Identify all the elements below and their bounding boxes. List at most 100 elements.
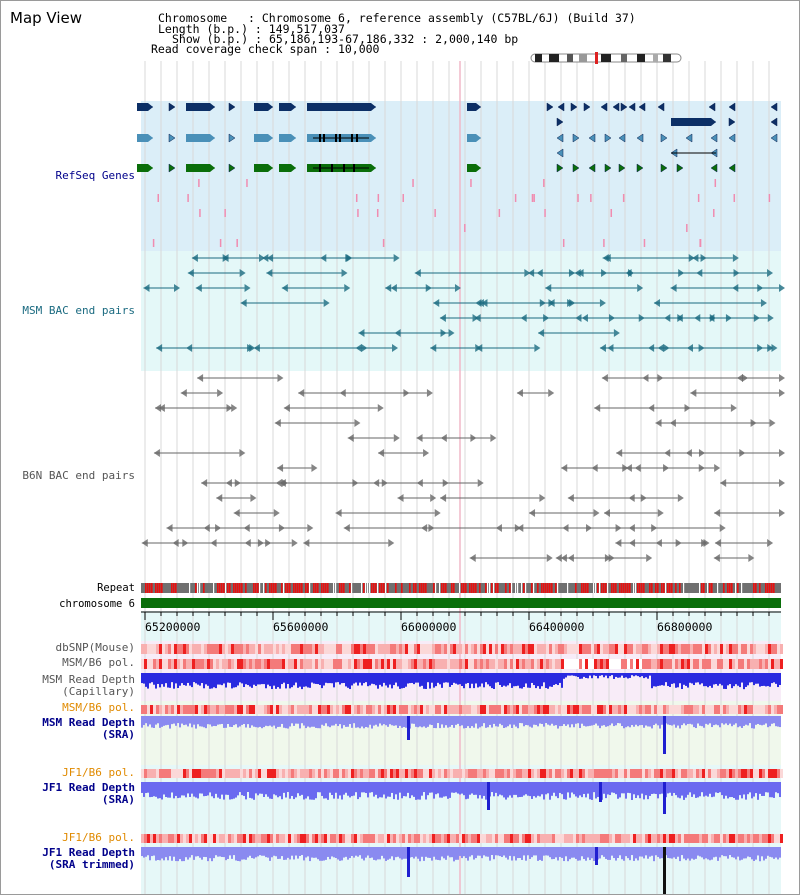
polymorphism-cell xyxy=(306,644,309,654)
depth-bar xyxy=(525,847,527,861)
depth-bar xyxy=(317,716,319,729)
ideogram-band xyxy=(637,54,645,62)
depth-bar xyxy=(459,782,461,795)
polymorphism-cell xyxy=(378,659,381,669)
polymorphism-cell xyxy=(252,769,255,778)
depth-bar xyxy=(557,782,559,799)
depth-bar xyxy=(145,673,147,687)
polymorphism-cell xyxy=(459,769,462,778)
depth-bar xyxy=(361,716,363,727)
polymorphism-cell xyxy=(405,834,408,843)
polymorphism-cell xyxy=(144,834,147,843)
depth-bar xyxy=(219,782,221,799)
b6n-bac-track[interactable] xyxy=(141,374,785,562)
depth-bar xyxy=(687,716,689,724)
polymorphism-cell xyxy=(261,644,264,654)
polymorphism-cell xyxy=(741,769,744,778)
polymorphism-cell xyxy=(264,705,267,714)
polymorphism-cell xyxy=(147,705,150,714)
depth-bar xyxy=(155,673,157,689)
polymorphism-cell xyxy=(774,834,777,843)
polymorphism-cell xyxy=(381,659,384,669)
depth-bar xyxy=(671,847,673,859)
repeat-element xyxy=(219,583,221,593)
polymorphism-cell xyxy=(273,834,276,843)
depth-bar xyxy=(245,847,247,860)
depth-bar xyxy=(625,847,627,857)
depth-bar xyxy=(223,847,225,858)
depth-bar xyxy=(549,847,551,858)
depth-bar xyxy=(689,716,691,724)
polymorphism-cell xyxy=(612,644,615,654)
polymorphism-cell xyxy=(570,659,573,669)
depth-bar xyxy=(729,782,731,798)
repeat-element xyxy=(363,583,365,593)
depth-bar xyxy=(567,673,569,676)
polymorphism-cell xyxy=(576,659,579,669)
depth-bar xyxy=(701,673,703,684)
polymorphism-cell xyxy=(426,834,429,843)
polymorphism-cell xyxy=(309,659,312,669)
depth-bar xyxy=(641,716,643,726)
depth-bar xyxy=(201,716,203,727)
depth-bar xyxy=(203,847,205,857)
polymorphism-cell xyxy=(288,705,291,714)
depth-bar xyxy=(425,847,427,857)
msm-bac-track[interactable] xyxy=(143,254,785,352)
depth-bar xyxy=(525,782,527,795)
depth-bar xyxy=(263,782,265,798)
depth-bar xyxy=(363,782,365,793)
polymorphism-cell xyxy=(177,705,180,714)
refseq-genes-track[interactable] xyxy=(137,102,778,247)
polymorphism-cell xyxy=(651,834,654,843)
polymorphism-cell xyxy=(195,659,198,669)
depth-bar xyxy=(157,782,159,799)
depth-bar xyxy=(523,716,525,727)
polymorphism-cell xyxy=(573,834,576,843)
depth-bar xyxy=(659,716,661,729)
polymorphism-cell xyxy=(630,659,633,669)
chromosome-ideogram[interactable] xyxy=(530,52,682,64)
polymorphism-cell xyxy=(360,705,363,714)
length-info: Length (b.p.) : 149,517,037 xyxy=(158,23,345,35)
polymorphism-cell xyxy=(771,659,774,669)
polymorphism-cell xyxy=(561,644,564,654)
gene-strand-arrow xyxy=(476,164,481,172)
depth-bar xyxy=(173,716,175,724)
b6n-bac-end-left xyxy=(594,404,601,412)
depth-bar xyxy=(497,847,499,856)
polymorphism-cell xyxy=(744,644,747,654)
depth-bar xyxy=(209,716,211,725)
depth-bar xyxy=(361,782,363,793)
depth-bar xyxy=(531,716,533,728)
depth-bar xyxy=(413,782,415,797)
depth-bar xyxy=(297,847,299,859)
depth-bar xyxy=(327,716,329,727)
b6n-bac-end-left xyxy=(648,404,655,412)
depth-bar xyxy=(225,673,227,688)
polymorphism-cell xyxy=(462,834,465,843)
polymorphism-cell xyxy=(630,705,633,714)
polymorphism-cell xyxy=(498,705,501,714)
depth-bar xyxy=(749,782,751,793)
polymorphism-cell xyxy=(336,834,339,843)
depth-bar xyxy=(467,847,469,861)
polymorphism-cell xyxy=(540,834,543,843)
depth-bar xyxy=(151,673,153,683)
depth-bar xyxy=(667,673,669,687)
strand-arrowhead xyxy=(572,163,580,173)
polymorphism-cell xyxy=(489,834,492,843)
depth-bar xyxy=(501,782,503,796)
depth-bar xyxy=(703,782,705,797)
polymorphism-cell xyxy=(237,705,240,714)
polymorphism-cell xyxy=(690,769,693,778)
polymorphism-cell xyxy=(189,834,192,843)
polymorphism-cell xyxy=(336,644,339,654)
chromosome-bar[interactable] xyxy=(141,598,781,608)
polymorphism-cell xyxy=(558,769,561,778)
polymorphism-cell xyxy=(747,705,750,714)
depth-bar xyxy=(203,782,205,797)
polymorphism-cell xyxy=(492,644,495,654)
depth-bar xyxy=(501,847,503,858)
